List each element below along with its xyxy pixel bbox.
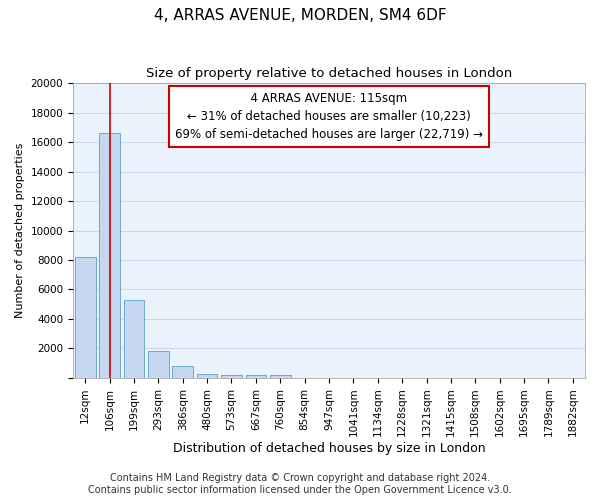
Bar [124, 300, 145, 378]
Y-axis label: Number of detached properties: Number of detached properties [15, 143, 25, 318]
X-axis label: Distribution of detached houses by size in London: Distribution of detached houses by size … [173, 442, 485, 455]
Bar [172, 366, 193, 378]
Text: 4 ARRAS AVENUE: 115sqm  
← 31% of detached houses are smaller (10,223)
69% of se: 4 ARRAS AVENUE: 115sqm ← 31% of detached… [175, 92, 483, 141]
Bar [75, 257, 95, 378]
Bar [99, 133, 120, 378]
Bar [221, 375, 242, 378]
Bar [197, 374, 217, 378]
Text: 4, ARRAS AVENUE, MORDEN, SM4 6DF: 4, ARRAS AVENUE, MORDEN, SM4 6DF [154, 8, 446, 22]
Text: Contains HM Land Registry data © Crown copyright and database right 2024.
Contai: Contains HM Land Registry data © Crown c… [88, 474, 512, 495]
Bar [148, 352, 169, 378]
Title: Size of property relative to detached houses in London: Size of property relative to detached ho… [146, 68, 512, 80]
Bar [245, 375, 266, 378]
Bar [270, 375, 290, 378]
